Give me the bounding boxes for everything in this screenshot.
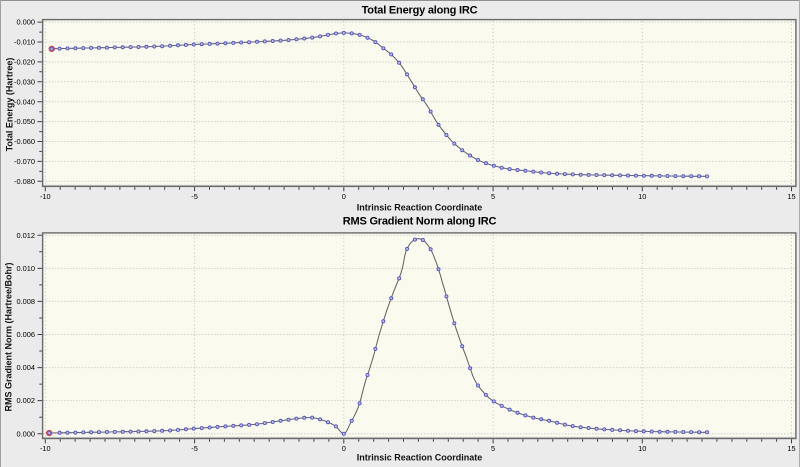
svg-text:-0.060: -0.060 — [14, 137, 35, 146]
svg-text:-5: -5 — [191, 192, 198, 201]
svg-text:Total Energy (Hartree): Total Energy (Hartree) — [4, 58, 14, 152]
svg-text:0.008: 0.008 — [17, 297, 36, 306]
svg-text:-0.070: -0.070 — [14, 157, 35, 166]
svg-text:RMS Gradient Norm along IRC: RMS Gradient Norm along IRC — [343, 216, 497, 228]
svg-text:10: 10 — [638, 192, 646, 201]
svg-text:Intrinsic Reaction Coordinate: Intrinsic Reaction Coordinate — [357, 452, 483, 462]
svg-text:5: 5 — [491, 444, 495, 453]
svg-text:5: 5 — [491, 192, 495, 201]
svg-text:-10: -10 — [40, 192, 51, 201]
svg-text:0.006: 0.006 — [17, 330, 36, 339]
svg-text:15: 15 — [787, 192, 795, 201]
svg-text:-10: -10 — [40, 444, 51, 453]
svg-text:Intrinsic Reaction Coordinate: Intrinsic Reaction Coordinate — [357, 203, 483, 213]
svg-text:0.000: 0.000 — [17, 429, 36, 438]
svg-text:0.004: 0.004 — [17, 363, 36, 372]
svg-text:0.002: 0.002 — [17, 396, 36, 405]
svg-text:-0.040: -0.040 — [14, 97, 35, 106]
svg-text:-0.020: -0.020 — [14, 58, 35, 67]
svg-text:-0.010: -0.010 — [14, 38, 35, 47]
svg-text:0.012: 0.012 — [17, 231, 36, 240]
svg-text:-0.080: -0.080 — [14, 177, 35, 186]
svg-text:10: 10 — [638, 444, 646, 453]
svg-text:0: 0 — [342, 192, 346, 201]
svg-text:0: 0 — [342, 444, 346, 453]
svg-text:Total Energy along IRC: Total Energy along IRC — [362, 5, 478, 17]
svg-text:RMS Gradient Norm (Hartree/Boh: RMS Gradient Norm (Hartree/Bohr) — [3, 262, 13, 411]
svg-text:15: 15 — [787, 444, 795, 453]
svg-text:-0.030: -0.030 — [14, 77, 35, 86]
svg-text:-0.050: -0.050 — [14, 117, 35, 126]
svg-text:0.000: 0.000 — [17, 18, 36, 27]
svg-text:-5: -5 — [191, 444, 198, 453]
svg-text:0.010: 0.010 — [17, 264, 36, 273]
